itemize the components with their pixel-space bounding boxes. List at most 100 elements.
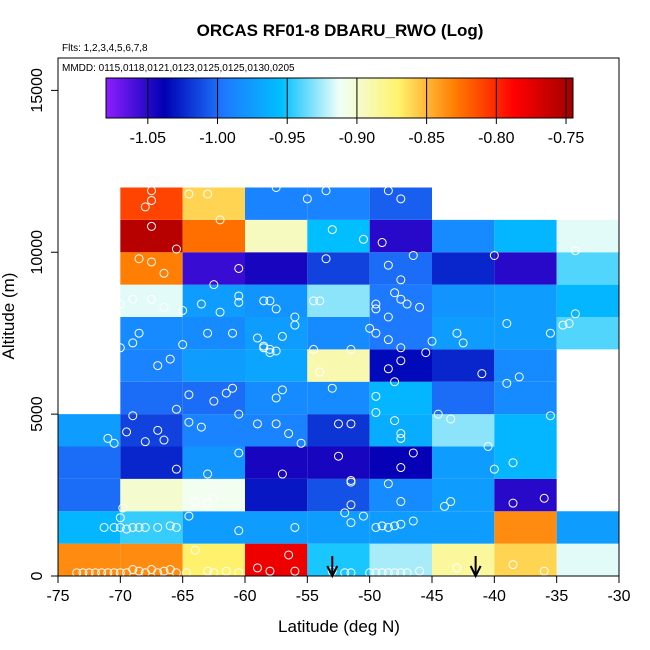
colorbar-tick-label: -0.80	[478, 130, 515, 147]
sample-point	[190, 497, 200, 507]
plot-frame	[57, 57, 620, 577]
sample-point	[452, 563, 462, 573]
sample-point	[184, 511, 194, 521]
sample-point	[115, 513, 125, 523]
sample-point	[290, 566, 300, 576]
sample-point	[203, 328, 213, 338]
x-tick-label: -65	[171, 588, 194, 605]
sample-point	[402, 299, 412, 309]
sample-point	[371, 304, 381, 314]
heatmap-cell	[307, 317, 370, 350]
sample-point	[334, 419, 343, 429]
colorbar-tick-label: -0.95	[269, 130, 306, 147]
sample-point	[184, 417, 194, 427]
sample-point	[140, 202, 150, 212]
sample-point	[128, 338, 138, 348]
sample-point	[539, 493, 549, 503]
sample-point	[396, 356, 406, 366]
sample-point	[396, 519, 406, 529]
sample-point	[265, 566, 275, 576]
sample-point	[290, 522, 300, 532]
sample-point	[165, 354, 175, 364]
sample-point	[209, 396, 219, 406]
colorbar: -1.05 -1.00 -0.95 -0.90 -0.85 -0.80 -0.75	[105, 77, 585, 147]
sample-point	[402, 568, 412, 578]
heatmap-cell	[120, 219, 183, 253]
heatmap-cell	[556, 252, 619, 285]
heatmap-cell	[432, 284, 495, 317]
sample-point	[458, 338, 468, 348]
sample-point	[321, 254, 331, 264]
heatmap-cell	[494, 543, 557, 576]
heatmap-cell	[245, 284, 308, 317]
heatmap-cell	[307, 349, 370, 382]
sample-point	[508, 498, 518, 508]
sample-point	[408, 250, 418, 260]
heatmap-cell	[307, 414, 370, 447]
heatmap-cell	[120, 317, 183, 350]
sample-point	[234, 297, 244, 307]
sample-point	[346, 568, 356, 578]
sample-point	[215, 307, 225, 317]
sample-point	[315, 296, 325, 306]
x-tick-label: -40	[483, 588, 506, 605]
heatmap-cell	[245, 252, 308, 285]
sample-point	[371, 328, 381, 338]
heatmap-cell	[494, 446, 557, 479]
x-tick-label: -45	[420, 588, 443, 605]
heatmap-cell	[120, 187, 183, 220]
sample-point	[103, 568, 113, 578]
sample-point	[446, 414, 456, 424]
heatmap-cell	[556, 543, 619, 576]
sample-point	[97, 568, 107, 578]
sample-point	[265, 296, 275, 306]
heatmap-cell	[494, 252, 557, 285]
heatmap-cell	[494, 284, 557, 317]
sample-point	[209, 280, 219, 290]
heatmap-cell	[245, 219, 308, 253]
sample-point	[147, 294, 156, 304]
colorbar-tick-label: -0.75	[548, 130, 585, 147]
heatmap-cell	[369, 446, 432, 479]
heatmap-cell	[307, 511, 370, 544]
sample-point	[290, 312, 300, 322]
sample-point	[284, 429, 294, 439]
heatmap-cell	[432, 446, 495, 479]
sample-point	[109, 568, 119, 578]
heatmap-cell	[432, 478, 495, 512]
heatmap-cell	[369, 543, 432, 576]
sample-point	[408, 448, 418, 458]
sample-point	[252, 419, 262, 429]
sample-point	[439, 501, 449, 511]
heatmap-cell	[245, 511, 308, 544]
sample-point	[115, 299, 125, 309]
sample-point	[415, 566, 425, 576]
sample-point	[570, 246, 580, 256]
sample-point	[190, 545, 200, 555]
x-tick-label: -30	[607, 588, 630, 605]
heatmap-cell	[432, 252, 495, 285]
sample-point	[489, 464, 499, 474]
sample-point	[284, 550, 294, 560]
heatmap-cell	[432, 219, 495, 253]
sample-point	[427, 336, 437, 346]
sample-point	[371, 522, 381, 532]
sample-point	[271, 393, 281, 403]
heatmap-cell	[369, 478, 432, 512]
sample-point	[346, 477, 356, 487]
sample-point	[327, 225, 337, 235]
sample-point	[452, 328, 462, 338]
sample-point	[371, 408, 381, 418]
sample-point	[277, 331, 287, 341]
sample-point	[134, 566, 144, 576]
sample-point	[165, 521, 175, 531]
x-tick-label: -55	[296, 588, 319, 605]
sample-point	[383, 364, 393, 374]
heatmap-cell	[494, 414, 557, 447]
sample-point	[365, 323, 375, 333]
heatmap-cell	[307, 446, 370, 479]
sample-point	[346, 518, 356, 528]
sample-point	[558, 320, 568, 330]
sample-point	[259, 296, 269, 306]
heatmap-cell	[307, 543, 370, 576]
